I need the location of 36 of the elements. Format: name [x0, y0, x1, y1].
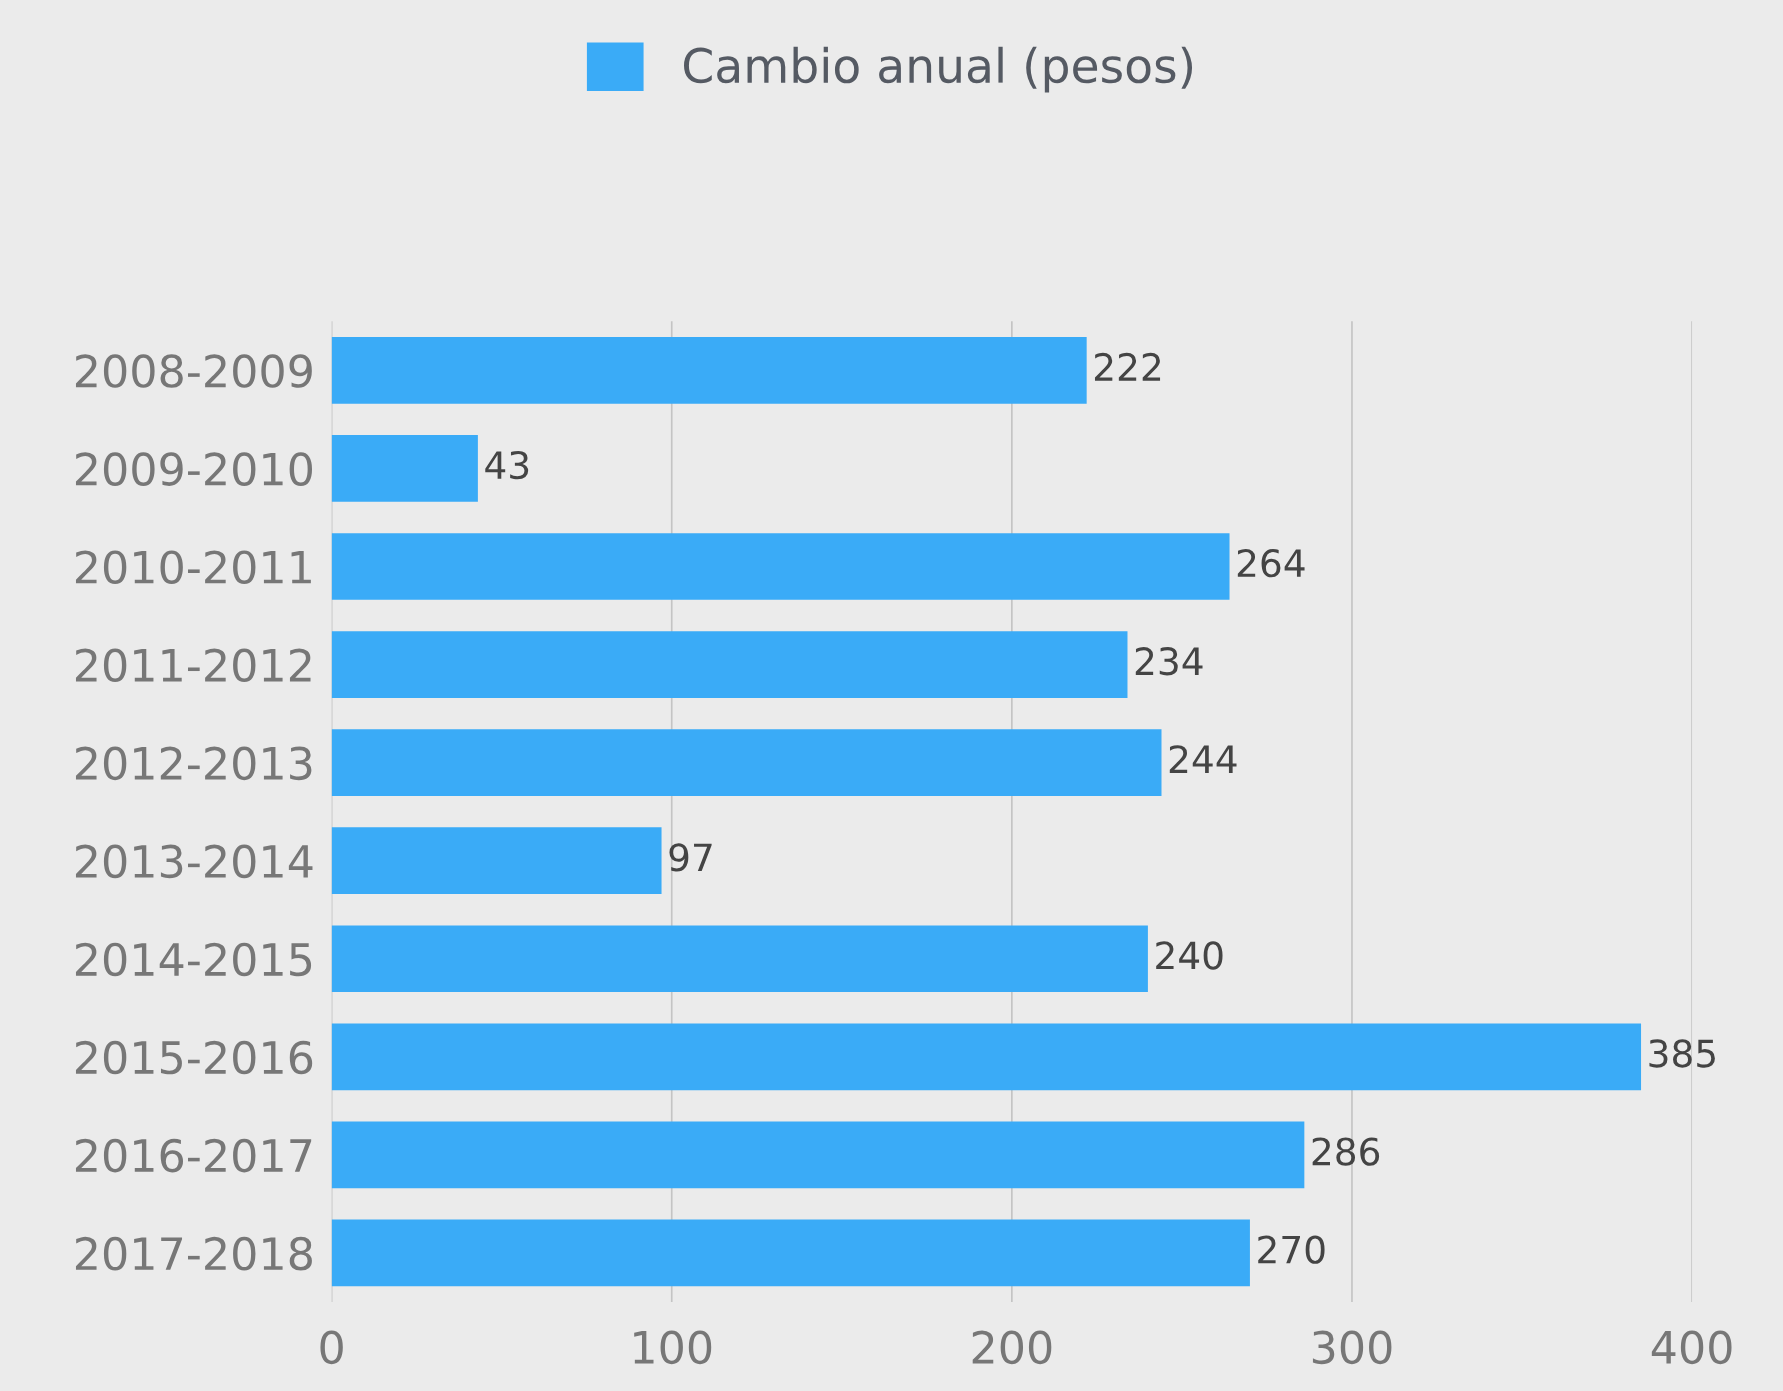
y-tick-label: 2014-2015 [75, 942, 312, 977]
legend-label: Cambio anual (pesos) [684, 46, 1193, 93]
data-label: 222 [1094, 352, 1161, 381]
data-label: 244 [1169, 745, 1237, 773]
bar [331, 827, 662, 895]
bar [331, 631, 1128, 698]
bar [331, 435, 478, 502]
data-label: 286 [1312, 1137, 1380, 1166]
bar [331, 1219, 1250, 1287]
bar [331, 533, 1230, 600]
data-label: 240 [1156, 941, 1223, 970]
y-tick-label: 2008-2009 [75, 354, 312, 388]
data-label: 97 [669, 843, 712, 872]
data-label: 264 [1237, 549, 1305, 578]
data-label: 43 [485, 450, 529, 480]
y-tick-label: 2010-2011 [75, 550, 311, 584]
bar [331, 1121, 1305, 1189]
y-tick-label: 2011-2012 [75, 648, 311, 683]
x-tick-label: 200 [972, 1330, 1052, 1365]
data-label: 234 [1135, 647, 1203, 676]
x-tick-label: 300 [1312, 1330, 1392, 1365]
x-tick-label: 0 [320, 1330, 343, 1365]
y-tick-label: 2012-2013 [75, 746, 312, 781]
bar [331, 1023, 1642, 1091]
bar [331, 337, 1087, 404]
x-tick-label: 100 [634, 1330, 712, 1365]
y-tick-label: 2009-2010 [75, 452, 313, 486]
y-tick-label: 2015-2016 [75, 1040, 313, 1075]
data-label: 385 [1649, 1039, 1715, 1068]
bar [331, 925, 1148, 993]
y-tick-label: 2017-2018 [75, 1236, 312, 1271]
x-tick-label: 400 [1651, 1330, 1732, 1365]
bar [331, 729, 1162, 796]
y-tick-label: 2016-2017 [75, 1138, 312, 1173]
data-label: 270 [1258, 1235, 1325, 1264]
y-tick-label: 2013-2014 [75, 844, 313, 879]
